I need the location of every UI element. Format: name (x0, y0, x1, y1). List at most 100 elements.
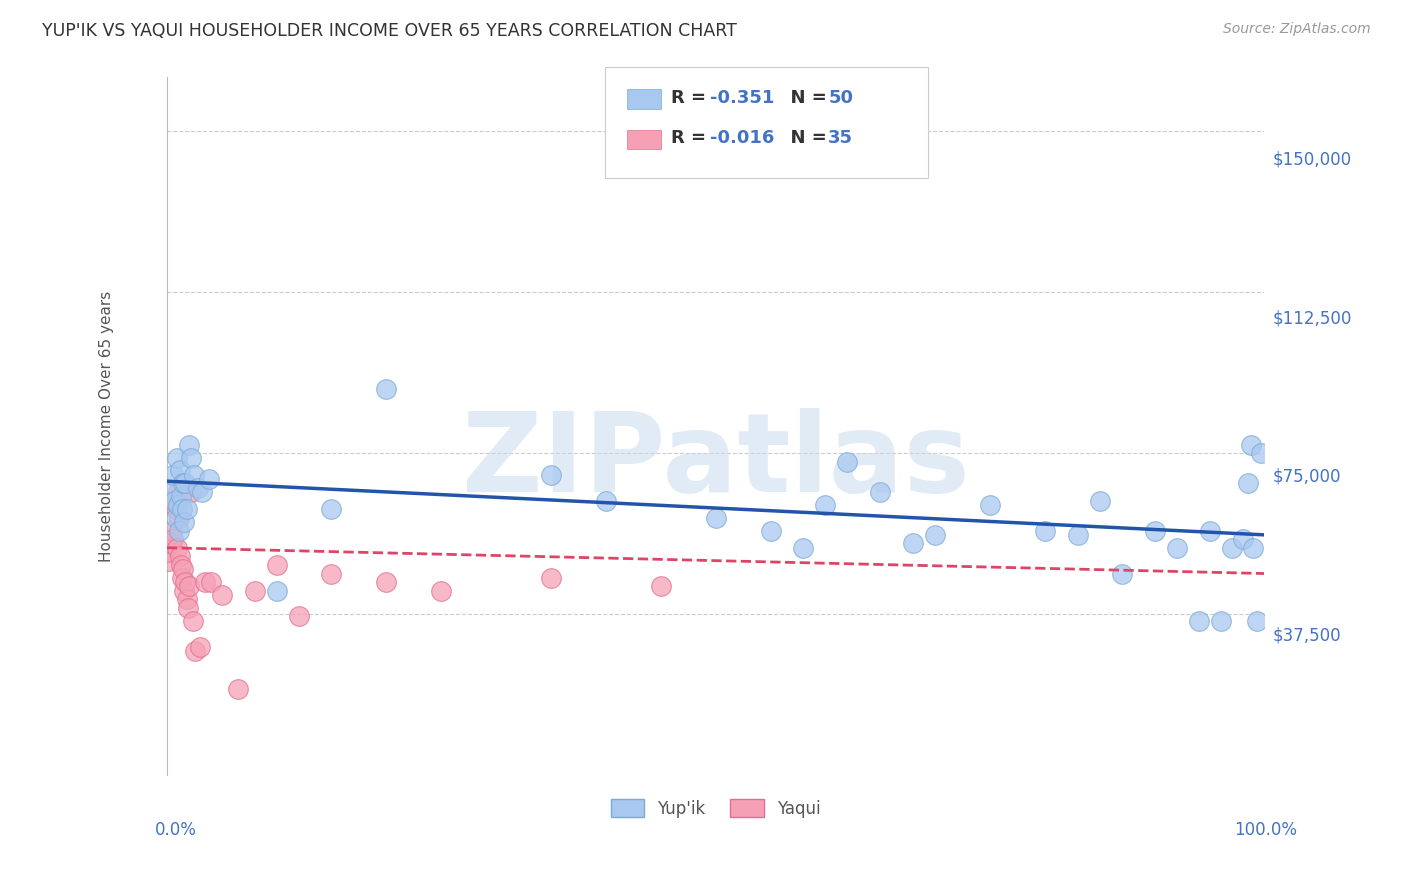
Point (321, 566, 343, 581)
Text: $150,000: $150,000 (1272, 151, 1351, 169)
Point (176, 502, 198, 516)
Text: -0.016: -0.016 (710, 129, 775, 147)
Point (162, 524, 184, 538)
Text: $112,500: $112,500 (1272, 310, 1351, 327)
Point (814, 498, 837, 512)
Point (1220, 541, 1243, 555)
Point (181, 614, 204, 628)
Point (170, 558, 193, 572)
Point (266, 583, 288, 598)
Point (160, 484, 183, 499)
Point (226, 682, 249, 697)
Point (166, 484, 188, 499)
Point (163, 493, 186, 508)
Point (430, 583, 453, 598)
Text: N =: N = (778, 89, 832, 107)
Point (837, 455, 859, 469)
Point (166, 498, 188, 512)
Point (188, 640, 211, 654)
Point (194, 575, 217, 590)
Point (869, 484, 891, 499)
Point (162, 467, 184, 482)
Point (174, 575, 197, 590)
Point (1187, 614, 1209, 628)
Point (169, 549, 191, 564)
Point (1198, 524, 1220, 538)
Point (287, 609, 309, 624)
Point (186, 481, 208, 495)
Point (167, 524, 190, 538)
Text: YUP'IK VS YAQUI HOUSEHOLDER INCOME OVER 65 YEARS CORRELATION CHART: YUP'IK VS YAQUI HOUSEHOLDER INCOME OVER … (42, 22, 737, 40)
Text: Householder Income Over 65 years: Householder Income Over 65 years (98, 291, 114, 562)
Point (157, 554, 180, 568)
Point (792, 541, 814, 555)
Point (375, 382, 398, 396)
Point (903, 536, 925, 550)
Point (184, 644, 207, 658)
Point (173, 515, 195, 529)
Point (266, 558, 288, 572)
Point (166, 541, 188, 555)
Point (979, 498, 1001, 512)
Point (166, 450, 188, 465)
Point (1240, 438, 1263, 452)
Point (177, 579, 200, 593)
Point (167, 510, 190, 524)
Point (159, 545, 181, 559)
Point (173, 583, 195, 598)
Point (540, 467, 562, 482)
Text: $75,000: $75,000 (1272, 468, 1341, 486)
Text: 100.0%: 100.0% (1234, 821, 1296, 838)
Point (170, 489, 193, 503)
Text: 50: 50 (828, 89, 853, 107)
Point (1246, 614, 1268, 628)
Point (197, 472, 219, 486)
Point (924, 528, 946, 542)
Point (165, 510, 187, 524)
Point (650, 579, 672, 593)
Point (1033, 524, 1056, 538)
Point (1237, 476, 1260, 491)
Point (172, 476, 194, 491)
Text: Source: ZipAtlas.com: Source: ZipAtlas.com (1223, 22, 1371, 37)
Point (1143, 524, 1166, 538)
Point (165, 502, 187, 516)
Point (1209, 614, 1232, 628)
Text: R =: R = (671, 89, 711, 107)
Point (174, 476, 197, 491)
Point (1250, 446, 1272, 460)
Point (180, 484, 202, 499)
Point (183, 467, 205, 482)
Text: R =: R = (671, 129, 711, 147)
Point (162, 532, 184, 546)
Point (759, 524, 782, 538)
Point (1232, 532, 1254, 546)
Point (540, 571, 562, 585)
Point (160, 536, 183, 550)
Point (1166, 541, 1188, 555)
Text: ZIPatlas: ZIPatlas (461, 408, 970, 515)
Text: $37,500: $37,500 (1272, 626, 1341, 644)
Point (172, 562, 194, 576)
Point (243, 583, 266, 598)
Legend: Yup'ik, Yaqui: Yup'ik, Yaqui (603, 793, 827, 824)
Point (1067, 528, 1090, 542)
Point (321, 502, 343, 516)
Point (169, 463, 191, 477)
Text: N =: N = (778, 129, 832, 147)
Point (1243, 541, 1265, 555)
Text: -0.351: -0.351 (710, 89, 775, 107)
Point (172, 571, 194, 585)
Point (211, 588, 233, 602)
Text: 0.0%: 0.0% (155, 821, 197, 838)
Point (200, 575, 222, 590)
Point (172, 502, 194, 516)
Point (595, 493, 617, 508)
Text: 35: 35 (828, 129, 853, 147)
Point (191, 484, 214, 499)
Point (375, 575, 398, 590)
Point (177, 438, 200, 452)
Point (180, 450, 202, 465)
Point (1088, 493, 1111, 508)
Point (163, 498, 186, 512)
